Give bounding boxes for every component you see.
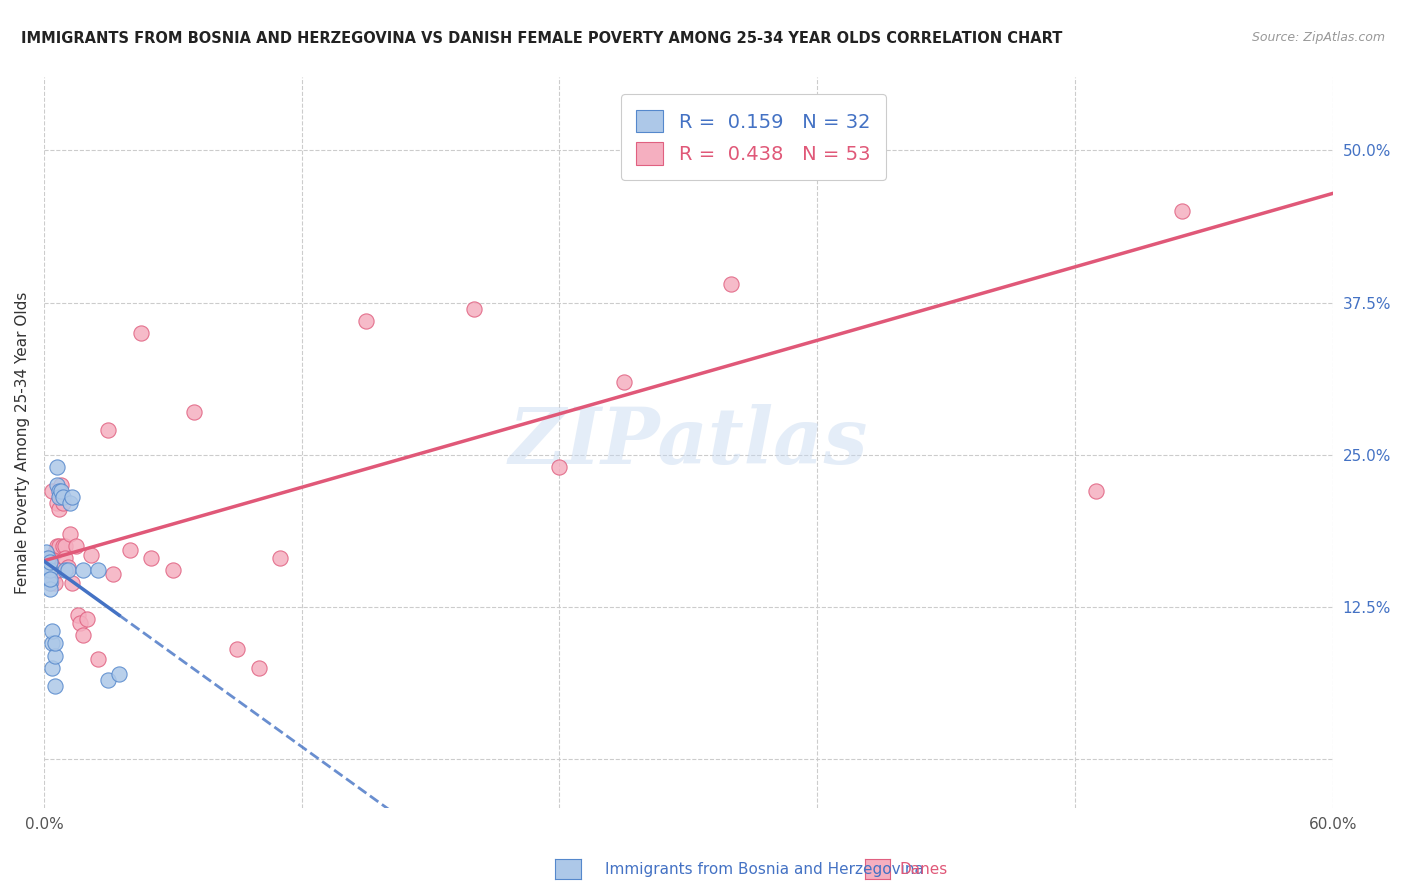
Point [39, 575, 62, 590]
Legend: R =  0.159   N = 32, R =  0.438   N = 53: R = 0.159 N = 32, R = 0.438 N = 53 [620, 95, 886, 180]
Point [56, 559, 79, 574]
Point [37, 551, 59, 566]
Point [162, 563, 184, 577]
Point [101, 566, 124, 581]
Point [183, 405, 205, 419]
Point [49, 484, 72, 499]
Point [59, 526, 82, 541]
Point [44, 545, 66, 559]
Point [65, 539, 87, 553]
Point [37, 572, 59, 586]
Point [39, 572, 62, 586]
Point [44, 679, 66, 693]
Point [720, 277, 742, 292]
Point [48, 491, 70, 505]
Point [52, 539, 75, 553]
Point [45, 539, 67, 553]
Point [548, 459, 571, 474]
Point [37, 551, 59, 566]
Point [44, 648, 66, 663]
Point [44, 563, 66, 577]
Point [97, 673, 120, 687]
Point [39, 575, 62, 590]
Point [80, 548, 103, 562]
Point [35, 558, 58, 572]
Point [35, 563, 58, 577]
Point [35, 569, 58, 583]
Point [39, 582, 62, 596]
Point [35, 558, 58, 572]
Point [41, 572, 63, 586]
Point [39, 555, 62, 569]
Point [45, 496, 67, 510]
Point [129, 326, 152, 340]
Text: Immigrants from Bosnia and Herzegovina: Immigrants from Bosnia and Herzegovina [605, 863, 924, 877]
Point [67, 608, 90, 623]
Point [269, 551, 291, 566]
Y-axis label: Female Poverty Among 25-34 Year Olds: Female Poverty Among 25-34 Year Olds [15, 292, 30, 594]
Point [53, 563, 76, 577]
Point [44, 636, 66, 650]
Point [49, 478, 72, 492]
Point [48, 539, 70, 553]
Point [60, 491, 83, 505]
Point [806, 155, 828, 169]
Point [463, 301, 485, 316]
Point [56, 563, 79, 577]
Point [45, 459, 67, 474]
Point [247, 661, 270, 675]
Point [53, 539, 76, 553]
Point [69, 615, 91, 630]
Point [41, 636, 63, 650]
Point [41, 624, 63, 639]
Point [44, 575, 66, 590]
Point [39, 563, 62, 577]
Point [72, 628, 94, 642]
Point [52, 491, 75, 505]
Point [86, 652, 108, 666]
Point [39, 558, 62, 572]
Point [613, 375, 636, 389]
Point [49, 491, 72, 505]
Point [72, 563, 94, 577]
Point [37, 559, 59, 574]
Text: Source: ZipAtlas.com: Source: ZipAtlas.com [1251, 31, 1385, 45]
Point [226, 642, 249, 657]
Point [37, 572, 59, 586]
Point [35, 545, 58, 559]
Point [97, 423, 120, 437]
Text: Danes: Danes [900, 863, 948, 877]
Text: IMMIGRANTS FROM BOSNIA AND HERZEGOVINA VS DANISH FEMALE POVERTY AMONG 25-34 YEAR: IMMIGRANTS FROM BOSNIA AND HERZEGOVINA V… [21, 31, 1063, 46]
Point [86, 563, 108, 577]
Point [41, 559, 63, 574]
Point [1171, 204, 1194, 219]
Point [141, 551, 163, 566]
Point [1085, 484, 1108, 499]
Point [48, 502, 70, 516]
Point [45, 478, 67, 492]
Point [53, 551, 76, 566]
Point [354, 314, 377, 328]
Point [41, 484, 63, 499]
Point [37, 566, 59, 581]
Point [52, 496, 75, 510]
Point [118, 542, 141, 557]
Point [39, 566, 62, 581]
Point [41, 661, 63, 675]
Point [45, 563, 67, 577]
Point [108, 666, 131, 681]
Point [37, 563, 59, 577]
Point [48, 484, 70, 499]
Point [76, 612, 98, 626]
Point [60, 575, 83, 590]
Text: ZIPatlas: ZIPatlas [509, 404, 868, 481]
Point [59, 496, 82, 510]
